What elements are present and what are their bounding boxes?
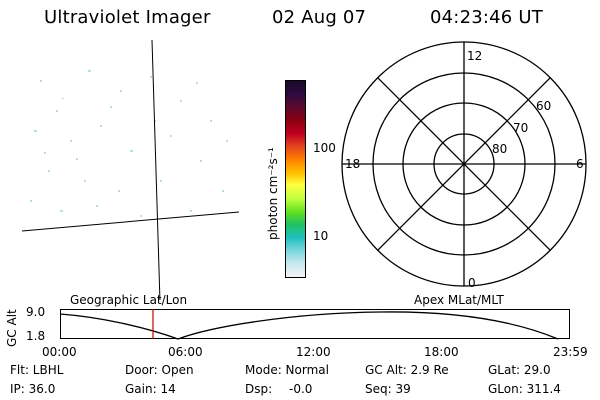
orbit-x-tick-2359: 23:59 xyxy=(553,345,588,359)
orbit-altitude-plot xyxy=(60,309,570,340)
colorbar-tick-100: 100 xyxy=(313,141,336,155)
door-info: Door: Open xyxy=(125,363,194,377)
apex-mlat-mlt-label: Apex MLat/MLT xyxy=(414,293,504,307)
gc-alt-info: GC Alt: 2.9 Re xyxy=(365,363,449,377)
colorbar-gradient xyxy=(286,81,305,277)
parallel-line xyxy=(21,211,240,232)
mlt-label-right: 6 xyxy=(576,157,584,171)
mlt-label-bottom: 0 xyxy=(468,276,476,290)
glat-info: GLat: 29.0 xyxy=(488,363,551,377)
orbit-plot-frame xyxy=(60,309,570,339)
orbit-y-axis-title: GC Alt xyxy=(5,309,19,347)
time-label: 04:23:46 UT xyxy=(430,7,543,28)
filter-info: Flt: LBHL xyxy=(10,363,64,377)
colorbar-tick-10: 10 xyxy=(313,229,329,243)
mlt-label-left: 18 xyxy=(345,157,360,171)
orbit-x-tick-0600: 06:00 xyxy=(168,345,203,359)
orbit-x-tick-1200: 12:00 xyxy=(296,345,331,359)
meridian-line xyxy=(151,40,161,300)
glon-info: GLon: 311.4 xyxy=(488,382,561,396)
dsp-label: Dsp: xyxy=(245,382,273,396)
date-label: 02 Aug 07 xyxy=(272,7,367,28)
seq-info: Seq: 39 xyxy=(365,382,411,396)
speckle-field xyxy=(30,70,228,217)
gain-info: Gain: 14 xyxy=(125,382,176,396)
orbit-y-tick-9: 9.0 xyxy=(26,305,46,319)
mode-info: Mode: Normal xyxy=(245,363,329,377)
instrument-title: Ultraviolet Imager xyxy=(44,7,211,28)
colorbar-unit-label: photon cm⁻²s⁻¹ xyxy=(266,147,280,240)
orbit-x-tick-0000: 00:00 xyxy=(42,345,77,359)
orbit-x-tick-1800: 18:00 xyxy=(424,345,459,359)
lat-label-70: 70 xyxy=(513,121,528,135)
geographic-image-panel xyxy=(21,40,240,300)
ip-info: IP: 36.0 xyxy=(10,382,56,396)
geo-latlon-label: Geographic Lat/Lon xyxy=(70,293,188,307)
dsp-value: -0.0 xyxy=(289,382,313,396)
mlt-label-top: 12 xyxy=(467,49,482,63)
altitude-curve xyxy=(60,311,559,340)
lat-label-60: 60 xyxy=(536,99,551,113)
diagonal-line-2 xyxy=(377,77,551,251)
polar-plot: 12 18 6 0 60 70 80 xyxy=(341,41,587,290)
orbit-y-tick-1-8: 1.8 xyxy=(26,329,46,343)
colorbar xyxy=(285,80,306,278)
lat-label-80: 80 xyxy=(492,142,507,156)
